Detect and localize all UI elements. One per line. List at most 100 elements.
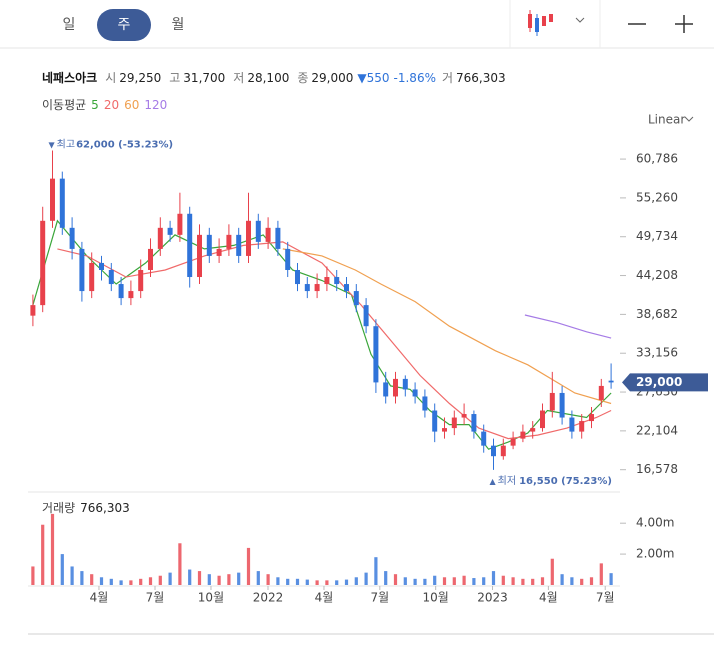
scale-dropdown[interactable]: Linear xyxy=(648,113,694,127)
candle-body xyxy=(491,445,496,457)
volume-bar xyxy=(599,563,603,585)
y-tick-label: 55,260 xyxy=(636,190,678,204)
volume-bar xyxy=(158,575,162,585)
zoom-in[interactable] xyxy=(675,15,693,33)
quote-value: 28,100 xyxy=(247,71,289,85)
candle-body xyxy=(128,291,134,299)
candle-body xyxy=(275,227,281,249)
candle-body xyxy=(549,392,555,411)
quote-label: 종 xyxy=(297,71,308,85)
candle-body xyxy=(108,269,114,285)
volume-bar xyxy=(423,578,427,585)
candle-body xyxy=(89,262,95,292)
volume-bar xyxy=(90,574,94,585)
volume-bar xyxy=(560,574,564,585)
volume-bar xyxy=(452,577,456,585)
volume-bar xyxy=(511,577,515,585)
volume-bar xyxy=(540,577,545,585)
candle-body xyxy=(99,262,104,270)
x-tick-label: 2023 xyxy=(477,591,508,605)
volume-bar xyxy=(570,577,574,585)
y-tick-label: 38,682 xyxy=(636,307,678,321)
volume-bar xyxy=(335,580,339,585)
volume-bar xyxy=(266,574,270,585)
volume-bar xyxy=(168,572,172,585)
candle-body xyxy=(265,227,271,242)
volume-bar xyxy=(286,578,290,585)
quote-label: 거 xyxy=(442,71,453,85)
candle-body xyxy=(393,378,398,397)
tab[interactable]: 일 xyxy=(63,17,76,33)
candle-body xyxy=(344,284,349,292)
volume-bar xyxy=(227,574,231,585)
marker: ▲ xyxy=(490,476,497,485)
candle-body xyxy=(246,220,251,256)
ma-line xyxy=(32,219,612,450)
volume-bar xyxy=(589,577,594,585)
candle-body xyxy=(226,234,232,249)
volume-bar xyxy=(99,577,104,585)
annotation-label: 최저 xyxy=(498,475,516,487)
volume-value: 766,303 xyxy=(80,501,130,515)
candle-body xyxy=(402,378,408,390)
stock-name: 네패스아크 xyxy=(42,70,97,85)
candle-body xyxy=(598,385,604,400)
volume-bar xyxy=(393,574,398,585)
y-tick-label: 33,156 xyxy=(636,346,678,360)
quote-label: 저 xyxy=(233,71,244,85)
candle-body xyxy=(30,305,36,316)
volume-bar xyxy=(60,554,64,585)
volume-bar xyxy=(403,577,407,585)
annotation-text: 62,000 (-53.23%) xyxy=(76,140,173,151)
tab[interactable]: 주 xyxy=(118,17,131,33)
candle-body xyxy=(255,220,261,242)
volume-bar xyxy=(70,566,74,585)
volume-bar xyxy=(256,571,260,585)
candle-body xyxy=(79,248,85,292)
tab[interactable]: 월 xyxy=(172,17,185,33)
candle-body xyxy=(118,284,124,299)
volume-bar xyxy=(531,578,535,585)
candle-body xyxy=(373,326,379,383)
y-tick-label: 22,104 xyxy=(636,423,678,437)
candle-body xyxy=(304,284,310,292)
volume-bar xyxy=(119,580,123,585)
candle-body xyxy=(167,227,173,235)
volume-label: 거래량 xyxy=(42,501,75,515)
candle-body xyxy=(50,178,55,221)
candle-body xyxy=(520,431,526,439)
y-tick-label: 60,786 xyxy=(636,152,678,166)
y-tick-label: 49,734 xyxy=(636,229,678,243)
scale-mode: Linear xyxy=(648,113,685,127)
marker: ▼ xyxy=(49,140,56,149)
volume-bar xyxy=(609,573,613,585)
volume-bar xyxy=(41,524,45,585)
volume-bar xyxy=(217,575,221,585)
candle-body xyxy=(148,248,153,270)
volume-bar xyxy=(276,577,280,585)
volume-bar xyxy=(472,578,476,585)
icon-part xyxy=(542,16,546,26)
quote-value: 29,000 xyxy=(311,71,353,85)
volume-bar xyxy=(207,574,211,585)
volume-bar xyxy=(442,577,447,585)
ma-line xyxy=(524,314,612,339)
x-tick-label: 7월 xyxy=(596,591,615,605)
candle-body xyxy=(540,410,545,429)
ma-name: 120 xyxy=(144,98,167,112)
candle-body xyxy=(324,277,330,285)
candle-body xyxy=(295,269,300,285)
candle-body xyxy=(579,421,585,432)
candle-body xyxy=(510,438,516,446)
quote-value: 766,303 xyxy=(456,71,506,85)
ma-legend: 이동평균 5 20 60 120 xyxy=(42,98,167,112)
volume-bar xyxy=(197,571,202,585)
volume-bar xyxy=(384,571,388,585)
chart-type-button[interactable] xyxy=(528,10,585,36)
candle-body xyxy=(589,414,594,422)
candle-body xyxy=(177,213,183,235)
volume-tick-label: 2.00m xyxy=(636,547,674,561)
quote-label: 고 xyxy=(169,71,180,85)
volume-bar xyxy=(237,572,241,585)
